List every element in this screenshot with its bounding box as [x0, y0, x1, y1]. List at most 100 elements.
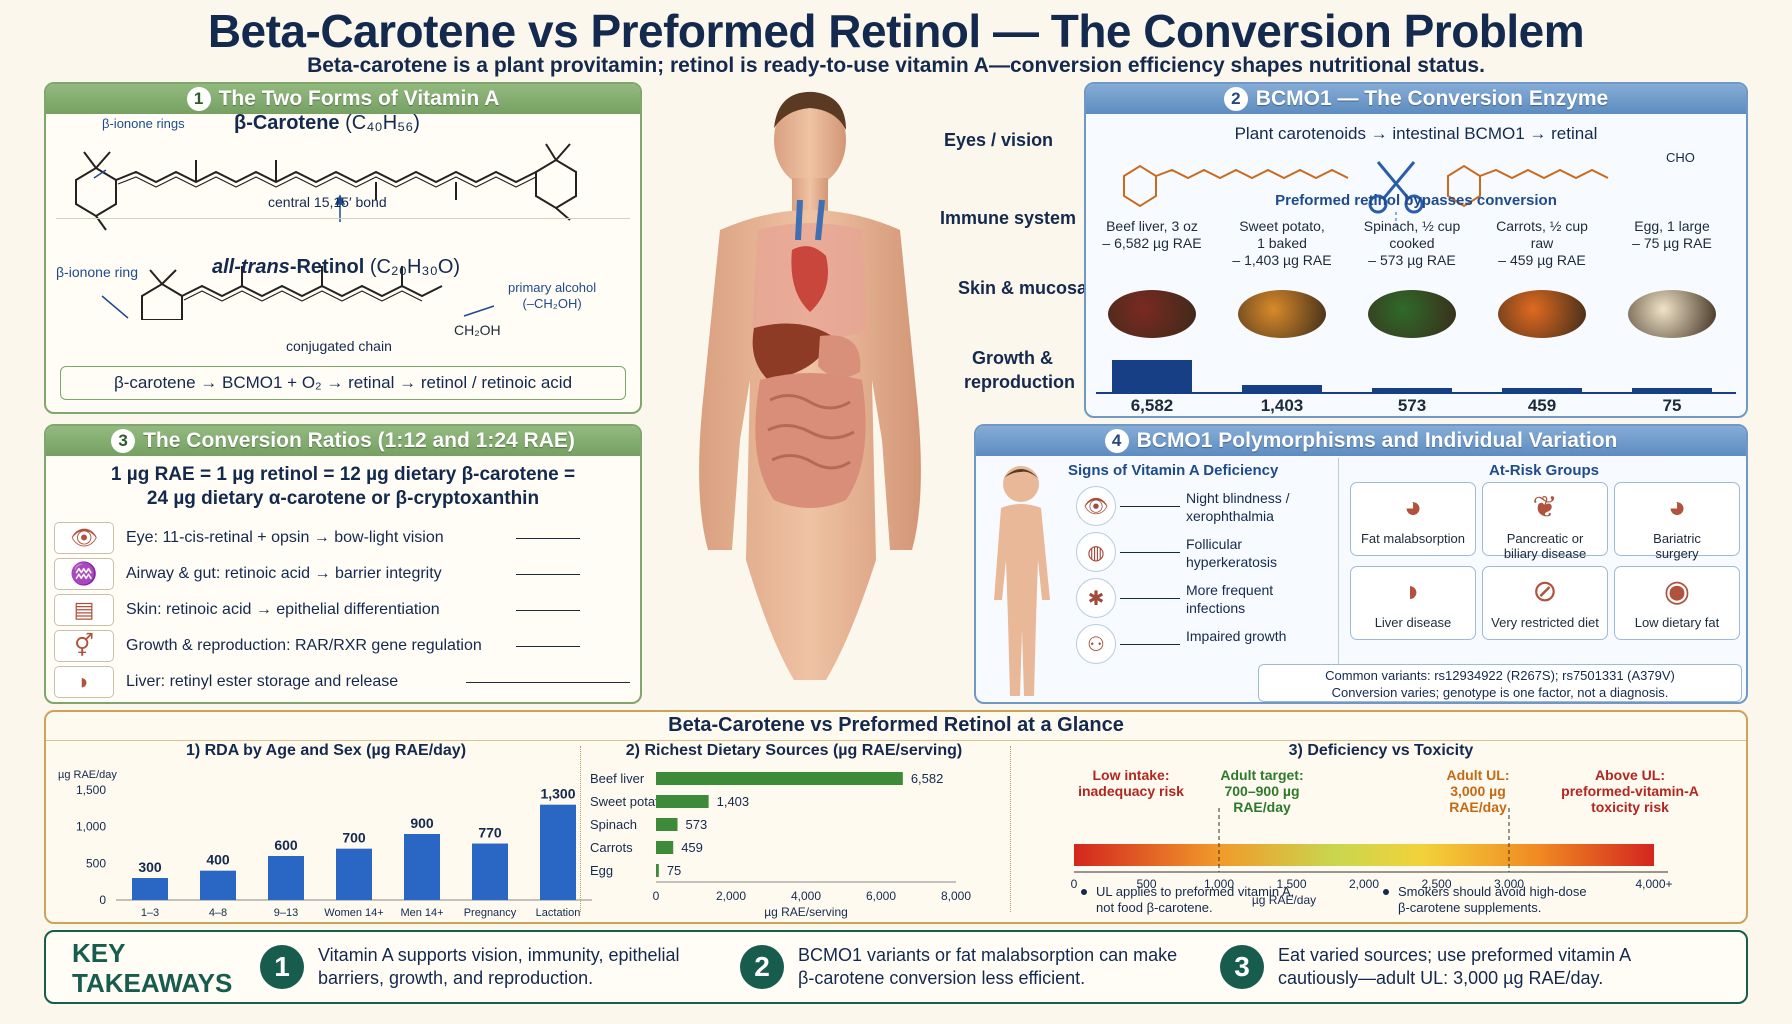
- risk-label-line: Bariatric: [1653, 531, 1701, 546]
- food-label-line: Carrots, ½ cup: [1496, 218, 1588, 234]
- eye-icon: 👁: [1076, 486, 1116, 526]
- sign-label: hyperkeratosis: [1186, 554, 1278, 570]
- leader-line: [466, 682, 630, 683]
- risk-card-stomach: ◕ Fat malabsorption: [1350, 482, 1476, 556]
- risk-label: Pancreatic or biliary disease: [1483, 531, 1607, 561]
- takeaway-line: Vitamin A supports vision, immunity, epi…: [318, 945, 680, 965]
- y-tick-label: 1,000: [76, 820, 106, 834]
- bar-baseline: [1096, 392, 1736, 394]
- x-axis-label: µg RAE/serving: [764, 905, 848, 919]
- low-intake-label: inadequacy risk: [1078, 783, 1184, 799]
- scale-tick-label: 1,000: [1204, 877, 1234, 891]
- rda-value-label: 770: [478, 825, 502, 841]
- panel-conversion-ratios: 3 The Conversion Ratios (1:12 and 1:24 RA…: [44, 424, 642, 704]
- sources-chart: Beef liver 6,582 Sweet potato 1,403 Spinach 5…: [590, 771, 971, 919]
- sign-label: Follicular: [1186, 536, 1243, 552]
- bullet: [1383, 889, 1389, 895]
- risk-label: Liver disease: [1351, 615, 1475, 630]
- liver: [752, 323, 832, 380]
- takeaway-number: 3: [1220, 945, 1264, 989]
- source-category-label: Carrots: [590, 840, 633, 855]
- source-bar: [656, 864, 659, 877]
- food-label-line: – 459 µg RAE: [1498, 252, 1586, 268]
- panel-header: 1 The Two Forms of Vitamin A: [46, 84, 640, 114]
- body-label-eyes: Eyes / vision: [944, 130, 1054, 150]
- risk-title: At-Risk Groups: [1488, 462, 1599, 479]
- food-value: 1,403: [1260, 396, 1304, 415]
- food-label-line: 1 baked: [1257, 235, 1307, 251]
- rda-value-label: 400: [206, 852, 230, 868]
- takeaway-line: BCMO1 variants or fat malabsorption can …: [798, 945, 1178, 965]
- panel-header: 2 BCMO1 — The Conversion Enzyme: [1086, 84, 1746, 114]
- sources-chart-title: 2) Richest Dietary Sources (µg RAE/servi…: [625, 742, 963, 759]
- conjugated-chain-label: conjugated chain: [286, 338, 392, 354]
- risk-label: Bariatric surgery: [1615, 531, 1739, 561]
- food-label-line: cooked: [1389, 235, 1435, 251]
- leader-line: [516, 574, 580, 575]
- rda-value-label: 1,300: [540, 786, 575, 802]
- sign-label: Night blindness /: [1186, 490, 1290, 506]
- panel-header: 4 BCMO1 Polymorphisms and Individual Vari…: [976, 426, 1746, 456]
- column-divider: [1338, 458, 1339, 694]
- primary-alcohol-label: primary alcohol (–CH₂OH): [508, 280, 597, 311]
- scale-tick-label: 2,500: [1421, 877, 1451, 891]
- food-label: Egg, 1 large – 75 µg RAE: [1608, 218, 1736, 252]
- page-subtitle: Beta-carotene is a plant provitamin; ret…: [307, 54, 1485, 77]
- takeaway-text: Vitamin A supports vision, immunity, epi…: [318, 944, 680, 990]
- source-bar: [656, 841, 674, 854]
- adult-ul-label: 3,000 µg: [1450, 783, 1506, 799]
- food-label-line: Egg, 1 large: [1634, 218, 1710, 234]
- gut-icon: ♒: [54, 558, 114, 590]
- source-value-label: 1,403: [717, 794, 750, 809]
- bullet: [1081, 889, 1087, 895]
- central-bond-label: central 15,15′ bond: [268, 194, 387, 210]
- title-divider: [46, 740, 1746, 741]
- risk-label-line: Very restricted diet: [1491, 615, 1599, 630]
- leader-line: [1120, 552, 1180, 553]
- risk-label: Low dietary fat: [1615, 615, 1739, 630]
- chart-divider: [580, 746, 581, 912]
- low-intake-label: Low intake:: [1092, 767, 1169, 783]
- source-value-label: 459: [681, 840, 703, 855]
- risk-card-liver: ◗ Liver disease: [1350, 566, 1476, 640]
- skin-bumps-icon: ◍: [1076, 532, 1116, 572]
- human-body-illustration: [699, 91, 921, 680]
- beta-carotene-name: β-Carotene (C₄₀H₅₆): [234, 112, 420, 134]
- risk-label-line: Low dietary fat: [1634, 615, 1720, 630]
- pathway-box: β-carotene → BCMO1 + O₂ → retinal → reti…: [60, 366, 626, 400]
- food-value: 75: [1662, 396, 1682, 415]
- scale-tick-label: 1,500: [1276, 877, 1306, 891]
- food-label: Spinach, ½ cup cooked – 573 µg RAE: [1348, 218, 1476, 269]
- source-category-label: Beef liver: [590, 771, 645, 786]
- y-tick-label: 500: [86, 856, 106, 870]
- function-row-text: Skin: retinoic acid → epithelial differe…: [126, 601, 440, 618]
- risk-gradient-bar: [1074, 844, 1654, 866]
- rda-category-label: 9–13: [274, 907, 298, 919]
- food-value: 6,582: [1130, 396, 1174, 415]
- function-row-text: Airway & gut: retinoic acid → barrier in…: [126, 565, 442, 582]
- rda-value-label: 300: [138, 859, 162, 875]
- food-image: [1498, 290, 1586, 338]
- avocado-oil-icon: ◉: [1663, 574, 1691, 608]
- food-value: 573: [1397, 396, 1427, 415]
- function-row-text: Eye: 11-cis-retinal + opsin → bow-light …: [126, 529, 444, 546]
- x-tick-label: 6,000: [866, 889, 896, 903]
- panel-polymorphisms: 4 BCMO1 Polymorphisms and Individual Vari…: [974, 424, 1748, 704]
- hair: [774, 91, 846, 130]
- adult-target-label: RAE/day: [1233, 799, 1291, 815]
- rda-category-label: Pregnancy: [464, 907, 517, 919]
- risk-card-avocado-oil: ◉ Low dietary fat: [1614, 566, 1740, 640]
- skin-icon: ▤: [54, 594, 114, 626]
- risk-label-line: surgery: [1655, 546, 1699, 561]
- glance-title: Beta-Carotene vs Preformed Retinol at a …: [668, 714, 1124, 736]
- takeaway-text: Eat varied sources; use preformed vitami…: [1278, 944, 1631, 990]
- food-image: [1108, 290, 1196, 338]
- takeaway-number: 1: [260, 945, 304, 989]
- x-tick-label: 0: [653, 889, 660, 903]
- source-category-label: Egg: [590, 863, 613, 878]
- rda-category-label: Women 14+: [324, 907, 383, 919]
- risk-label-line: Pancreatic or: [1506, 531, 1584, 546]
- risk-label-line: biliary disease: [1503, 546, 1587, 561]
- body-label-growth1: Growth &: [972, 348, 1053, 368]
- risk-label-line: Fat malabsorption: [1360, 531, 1466, 546]
